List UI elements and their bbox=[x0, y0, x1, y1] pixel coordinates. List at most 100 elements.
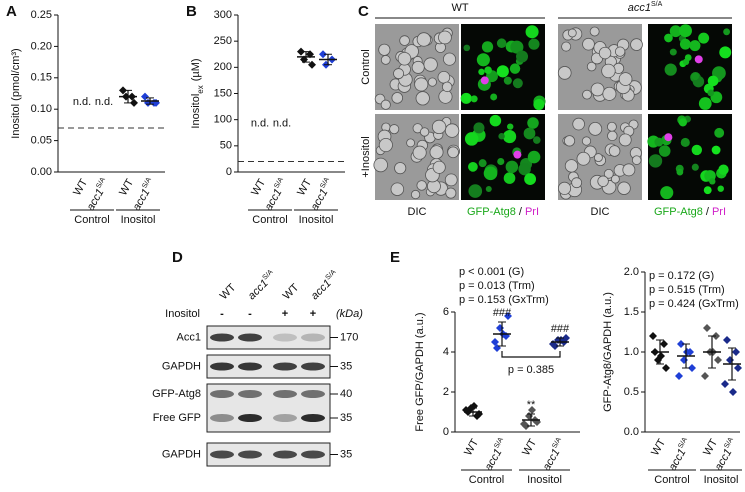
cell-gfp bbox=[691, 144, 703, 156]
cell bbox=[438, 30, 452, 45]
group-label: Control bbox=[654, 474, 689, 486]
channel-label: GFP-Atg8/PrI bbox=[654, 206, 726, 218]
panel-letter: B bbox=[186, 3, 197, 20]
band bbox=[301, 362, 325, 371]
group-label: Inositol bbox=[121, 214, 156, 226]
comparison-bracket bbox=[501, 351, 561, 358]
cell bbox=[431, 119, 447, 135]
cell-pi bbox=[513, 150, 522, 159]
group-label: Inositol bbox=[299, 214, 334, 226]
cell bbox=[567, 28, 577, 38]
cell bbox=[399, 35, 410, 46]
band bbox=[273, 450, 297, 459]
cell bbox=[593, 153, 603, 163]
band bbox=[210, 362, 234, 371]
cell-gfp bbox=[714, 127, 725, 138]
data-point bbox=[119, 86, 127, 95]
cell-gfp bbox=[524, 173, 537, 185]
cell bbox=[561, 41, 572, 52]
cell-gfp bbox=[478, 68, 485, 76]
band bbox=[301, 414, 325, 422]
channel-gfp: GFP-Atg8 bbox=[654, 206, 703, 218]
lane-label-sup: S/A bbox=[325, 269, 338, 282]
cell bbox=[406, 138, 416, 148]
panel-letter: A bbox=[6, 3, 17, 20]
lane-label: WT bbox=[218, 281, 239, 302]
cell-gfp bbox=[679, 38, 691, 50]
cell bbox=[564, 159, 579, 173]
data-point bbox=[723, 336, 731, 344]
y-tick-label: 1.5 bbox=[624, 306, 639, 318]
x-tick-label-text: WT bbox=[462, 437, 481, 458]
band bbox=[301, 450, 325, 459]
data-point bbox=[308, 60, 316, 69]
y-tick-label: 0.15 bbox=[31, 72, 52, 84]
cell-gfp bbox=[709, 178, 716, 185]
strain-label-text: acc1 bbox=[628, 2, 651, 14]
cell-gfp bbox=[691, 163, 699, 171]
y-tick-label: 0.10 bbox=[31, 103, 52, 115]
channel-sep: / bbox=[706, 206, 710, 218]
cell bbox=[390, 182, 405, 196]
x-tick-label: WT bbox=[462, 437, 481, 458]
cell-gfp bbox=[505, 160, 519, 174]
cell bbox=[606, 121, 617, 132]
cell-gfp bbox=[698, 32, 710, 44]
channel-pi: PrI bbox=[712, 206, 726, 218]
y-axis-label: Inositol (pmol/cm³) bbox=[10, 48, 22, 138]
band bbox=[210, 333, 234, 342]
x-tick-label-text: WT bbox=[249, 177, 268, 198]
blot-label: GAPDH bbox=[162, 360, 201, 372]
cell bbox=[607, 130, 618, 142]
cell-gfp bbox=[707, 89, 715, 97]
data-point bbox=[734, 364, 742, 372]
row-label: +Inositol bbox=[360, 136, 372, 177]
cell-gfp bbox=[528, 38, 540, 50]
cell-gfp bbox=[707, 75, 719, 87]
x-tick-label: WT bbox=[649, 437, 668, 458]
cell bbox=[598, 46, 612, 60]
data-point bbox=[714, 356, 722, 364]
cell bbox=[373, 157, 388, 173]
cell-gfp bbox=[679, 24, 692, 38]
panel-letter: D bbox=[172, 249, 183, 266]
cell-gfp bbox=[496, 38, 507, 49]
cell bbox=[617, 181, 631, 195]
cell-gfp bbox=[703, 186, 712, 195]
cell-gfp bbox=[485, 185, 492, 192]
channel-label: GFP-Atg8/PrI bbox=[467, 206, 539, 218]
group-label: Inositol bbox=[527, 474, 562, 486]
cell-gfp bbox=[489, 114, 502, 127]
x-tick-label: acc1S/A bbox=[540, 436, 568, 472]
cell-gfp bbox=[498, 133, 505, 140]
treatment-sign: + bbox=[282, 308, 288, 320]
y-tick-label: 300 bbox=[214, 9, 232, 21]
cell-gfp bbox=[654, 137, 664, 147]
y-axis-label-text: Free GFP/GAPDH (a.u.) bbox=[414, 312, 426, 431]
x-tick-label-text: acc1 bbox=[482, 447, 504, 473]
cell bbox=[563, 135, 576, 147]
data-point bbox=[680, 356, 688, 364]
kda-label: (kDa) bbox=[336, 308, 363, 320]
cell-gfp bbox=[711, 145, 721, 155]
cell bbox=[441, 81, 453, 93]
x-tick-label-text: acc1 bbox=[712, 447, 734, 473]
strain-label-text: WT bbox=[451, 2, 468, 14]
x-tick-label-sup: S/A bbox=[494, 436, 506, 450]
x-tick-label-sup: S/A bbox=[678, 436, 690, 450]
strain-label: WT bbox=[451, 2, 468, 14]
y-axis-label: GFP-Atg8/GAPDH (a.u.) bbox=[602, 292, 614, 412]
cell bbox=[410, 189, 421, 200]
data-point bbox=[721, 380, 729, 388]
cell bbox=[419, 127, 430, 137]
marker-label: 35 bbox=[340, 360, 352, 372]
band bbox=[273, 333, 297, 342]
y-tick-label: 200 bbox=[214, 61, 232, 73]
data-point bbox=[130, 98, 138, 107]
cell bbox=[437, 70, 451, 84]
cell bbox=[582, 37, 595, 51]
cell bbox=[415, 91, 430, 106]
band bbox=[210, 450, 234, 459]
cell bbox=[429, 145, 444, 160]
cell-gfp bbox=[470, 95, 478, 103]
